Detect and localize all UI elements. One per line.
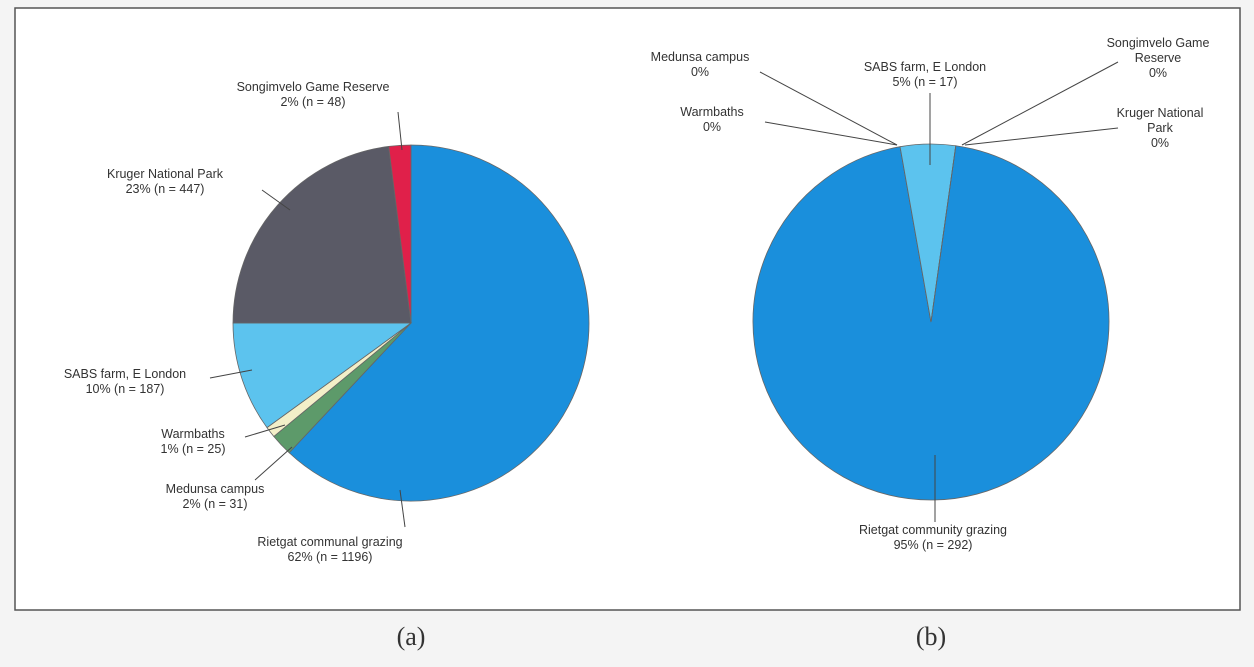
pie-slice bbox=[288, 144, 590, 502]
pie-slice bbox=[752, 145, 1110, 501]
pie-slice bbox=[899, 143, 957, 323]
slice-label: Kruger National Park 23% (n = 447) bbox=[65, 167, 265, 197]
slice-label: SABS farm, E London 10% (n = 187) bbox=[25, 367, 225, 397]
slice-value: 2% (n = 48) bbox=[280, 95, 346, 109]
slice-value: 2% (n = 31) bbox=[182, 497, 248, 511]
leader-line bbox=[399, 489, 406, 528]
leader-line bbox=[759, 71, 898, 146]
slice-name: Warmbaths bbox=[680, 105, 744, 119]
slice-value: 95% (n = 292) bbox=[893, 538, 973, 552]
slice-label: Rietgat community grazing 95% (n = 292) bbox=[823, 523, 1043, 553]
leader-line bbox=[261, 189, 291, 211]
slice-label: Medunsa campus 0% bbox=[630, 50, 770, 80]
caption: (a) bbox=[396, 622, 426, 651]
leader-line bbox=[961, 61, 1119, 146]
slice-name: Rietgat communal grazing bbox=[257, 535, 403, 549]
slice-value: 1% (n = 25) bbox=[160, 442, 226, 456]
slice-name: SABS farm, E London bbox=[63, 367, 187, 381]
slice-value: 10% (n = 187) bbox=[85, 382, 165, 396]
slice-label: SABS farm, E London 5% (n = 17) bbox=[825, 60, 1025, 90]
slice-name: Medunsa campus bbox=[650, 50, 750, 64]
caption: (b) bbox=[915, 622, 947, 651]
pie-slice bbox=[232, 322, 413, 429]
slice-label: Medunsa campus 2% (n = 31) bbox=[135, 482, 295, 512]
leader-line bbox=[244, 424, 286, 438]
slice-label: Warmbaths 1% (n = 25) bbox=[133, 427, 253, 457]
slice-name: Medunsa campus bbox=[165, 482, 265, 496]
leader-line bbox=[254, 446, 293, 481]
leader-line bbox=[964, 127, 1119, 146]
slice-label: Songimvelo Game Reserve 2% (n = 48) bbox=[203, 80, 423, 110]
slice-name: Rietgat community grazing bbox=[859, 523, 1007, 537]
slice-name: Kruger National Park bbox=[106, 167, 224, 181]
slice-name: Kruger National Park bbox=[1116, 106, 1204, 135]
slice-name: SABS farm, E London bbox=[863, 60, 987, 74]
slice-value: 0% bbox=[1150, 136, 1170, 150]
slice-name: Songimvelo Game Reserve bbox=[1106, 36, 1210, 65]
pie-slice bbox=[388, 144, 412, 324]
slice-label: Kruger National Park 0% bbox=[1105, 106, 1215, 151]
slice-name: Songimvelo Game Reserve bbox=[236, 80, 390, 94]
slice-value: 0% bbox=[690, 65, 710, 79]
slice-name: Warmbaths bbox=[161, 427, 225, 441]
slice-value: 62% (n = 1196) bbox=[287, 550, 373, 564]
leader-line bbox=[209, 369, 253, 379]
slice-value: 23% (n = 447) bbox=[125, 182, 205, 196]
slice-label: Songimvelo Game Reserve 0% bbox=[1103, 36, 1213, 81]
slice-value: 5% (n = 17) bbox=[892, 75, 958, 89]
slice-label: Warmbaths 0% bbox=[652, 105, 772, 135]
leader-line bbox=[397, 111, 403, 151]
slice-value: 0% bbox=[1148, 66, 1168, 80]
slice-value: 0% bbox=[702, 120, 722, 134]
slice-label: Rietgat communal grazing 62% (n = 1196) bbox=[230, 535, 430, 565]
leader-line bbox=[764, 121, 898, 146]
pie-slice bbox=[232, 145, 412, 324]
